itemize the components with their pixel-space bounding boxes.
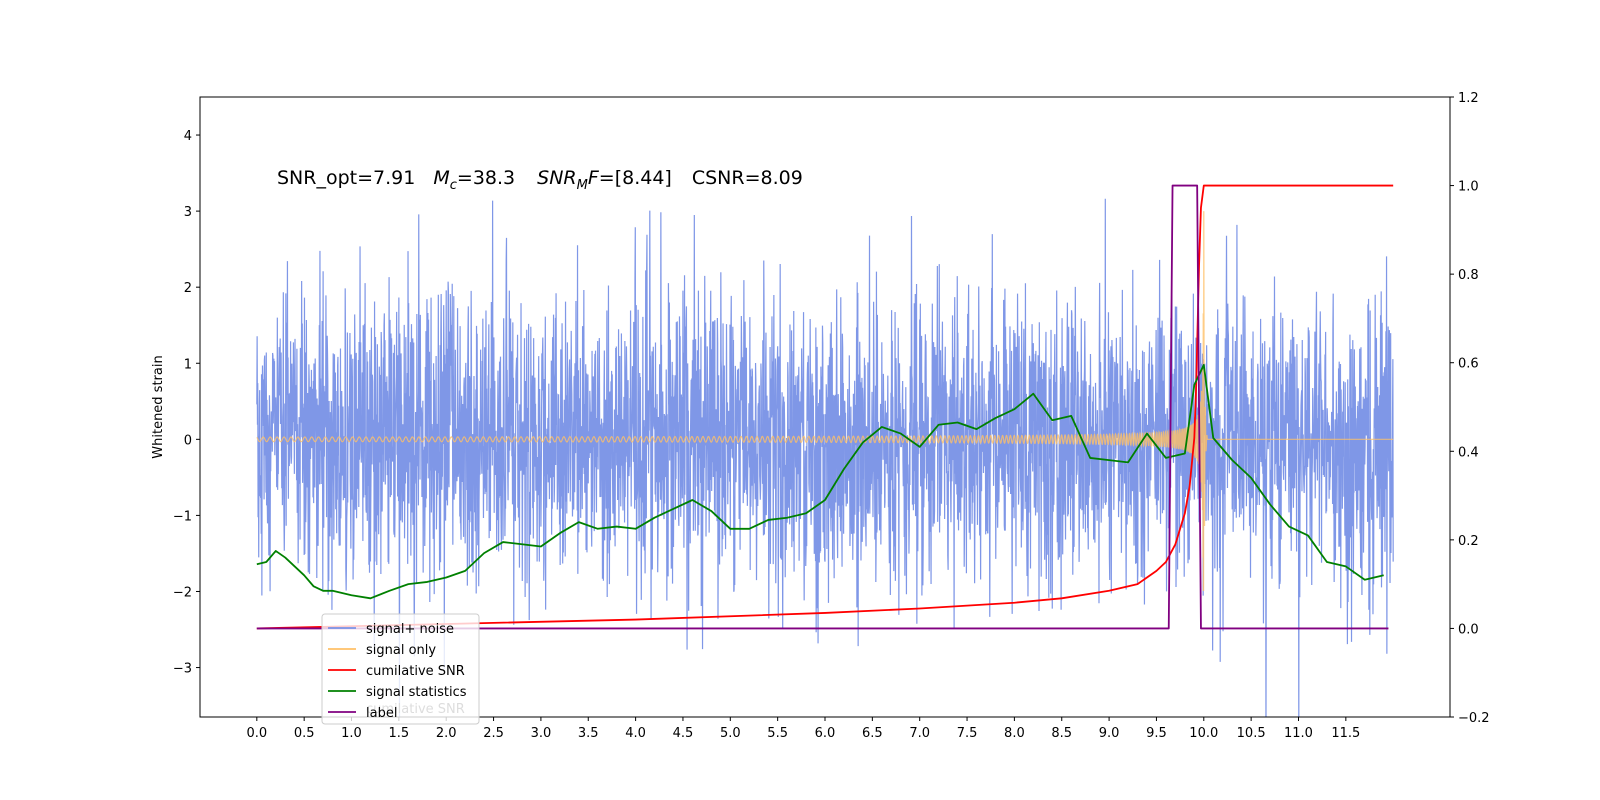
y-tick-label: 2 — [184, 281, 192, 296]
y-axis-label: Whitened strain — [151, 355, 166, 458]
x-tick-label: 5.0 — [720, 726, 741, 741]
y2-tick-label: 0.0 — [1458, 622, 1479, 637]
series-signal-only — [256, 211, 1394, 592]
y2-tick-label: 1.0 — [1458, 180, 1479, 195]
x-tick-label: 3.5 — [578, 726, 599, 741]
x-tick-label: 2.5 — [483, 726, 504, 741]
y-tick-label: −3 — [173, 662, 192, 677]
x-tick-label: 0.0 — [246, 726, 267, 741]
y2-tick-label: 1.2 — [1458, 91, 1479, 106]
legend-ghost-text: cumilative SNR — [366, 702, 465, 717]
y-tick-label: 3 — [184, 205, 192, 220]
x-tick-label: 6.0 — [815, 726, 836, 741]
x-tick-label: 7.5 — [957, 726, 978, 741]
y2-tick-label: 0.6 — [1458, 357, 1479, 372]
x-tick-label: 0.5 — [294, 726, 315, 741]
x-axis: 0.0 0.5 1.0 1.5 2.0 2.5 3.0 3.5 4.0 4.5 5.0 5.5 6.0 6… — [246, 717, 1360, 741]
x-tick-label: 10.0 — [1189, 726, 1218, 741]
legend-label: signal statistics — [366, 685, 467, 700]
x-tick-label: 9.5 — [1146, 726, 1167, 741]
annotation-text: SNR_opt=7.91 Mc=38.3 SNRMF=[8.44] CSNR=8.09 — [277, 167, 803, 193]
x-tick-label: 11.0 — [1284, 726, 1313, 741]
legend-label: label — [366, 706, 397, 721]
x-tick-label: 9.0 — [1099, 726, 1120, 741]
legend-label: cumilative SNR — [366, 664, 465, 679]
x-tick-label: 1.0 — [341, 726, 362, 741]
x-tick-label: 4.0 — [625, 726, 646, 741]
x-tick-label: 11.5 — [1331, 726, 1360, 741]
x-tick-label: 2.0 — [436, 726, 457, 741]
x-tick-label: 4.5 — [673, 726, 694, 741]
x-tick-label: 8.5 — [1051, 726, 1072, 741]
legend-label: signal only — [366, 643, 436, 658]
y-tick-label: −2 — [173, 585, 192, 600]
y-axis-left: 4 3 2 1 0 −1 −2 −3 — [173, 129, 200, 677]
y2-tick-label: 0.2 — [1458, 534, 1479, 549]
y-axis-right: 1.2 1.0 0.8 0.6 0.4 0.2 0.0 −0.2 — [1450, 91, 1490, 726]
y2-tick-label: −0.2 — [1458, 711, 1490, 726]
x-tick-label: 10.5 — [1237, 726, 1266, 741]
y-tick-label: −1 — [173, 509, 192, 524]
series-layer — [256, 184, 1394, 717]
y2-tick-label: 0.4 — [1458, 445, 1479, 460]
y-tick-label: 0 — [184, 433, 192, 448]
x-tick-label: 7.0 — [909, 726, 930, 741]
x-tick-label: 3.0 — [531, 726, 552, 741]
y2-tick-label: 0.8 — [1458, 268, 1479, 283]
y-tick-label: 1 — [184, 357, 192, 372]
legend-label: signal+ noise — [366, 622, 454, 637]
series-label — [256, 184, 1389, 630]
x-tick-label: 1.5 — [389, 726, 410, 741]
x-tick-label: 8.0 — [1004, 726, 1025, 741]
legend: cumilative SNR signal+ noise signal only c… — [321, 613, 480, 725]
x-tick-label: 6.5 — [862, 726, 883, 741]
x-tick-label: 5.5 — [767, 726, 788, 741]
y-tick-label: 4 — [184, 129, 192, 144]
series-signal-statistics — [256, 364, 1384, 600]
